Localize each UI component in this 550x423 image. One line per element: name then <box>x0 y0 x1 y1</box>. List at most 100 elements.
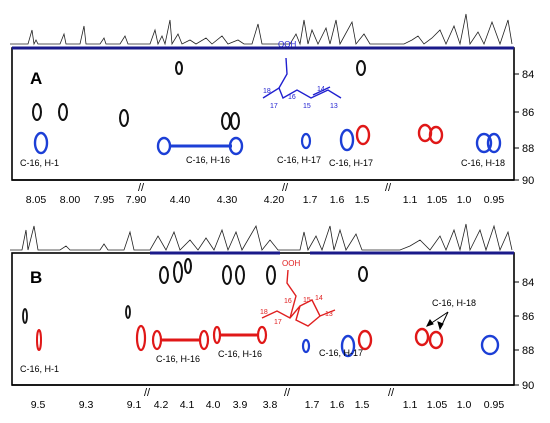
annotation: C-16, H-16 <box>218 349 262 359</box>
x-tick-label: 1.05 <box>427 399 448 411</box>
axis-break-icon: // <box>388 387 395 399</box>
x-tick-label: 7.90 <box>126 194 147 206</box>
structure-label: 18 <box>263 88 271 95</box>
y-tick-label: 84 <box>522 69 534 81</box>
peak-blue <box>156 136 172 156</box>
annotation: C-16, H-16 <box>156 354 200 364</box>
peak-red <box>151 329 163 351</box>
structure-label: OOH <box>282 259 300 268</box>
peak-blue <box>301 338 311 354</box>
structure-label: 13 <box>330 103 338 110</box>
axis-break-icon: // <box>385 182 392 194</box>
x-tick-label: 8.00 <box>60 194 81 206</box>
x-tick-label: 4.1 <box>180 399 195 411</box>
panel-a-x-axis: // // // 8.05 8.00 7.95 7.90 4.40 4.30 4… <box>12 179 514 206</box>
panel-b-x-axis: // // // 9.5 9.3 9.1 4.2 4.1 4.0 3.9 3.8… <box>12 384 514 411</box>
peak-black <box>32 103 42 121</box>
peak-black <box>173 261 183 283</box>
x-tick-label: 0.95 <box>484 194 505 206</box>
axis-break-icon: // <box>284 387 291 399</box>
x-tick-label: 1.6 <box>330 399 345 411</box>
panel-a: A 84 86 88 90 <box>10 13 534 206</box>
panel-b-peaks <box>22 258 500 358</box>
peak-black <box>222 265 232 285</box>
y-tick-label: 84 <box>522 277 534 289</box>
peak-blue <box>228 136 244 156</box>
x-tick-label: 1.6 <box>330 194 345 206</box>
peak-blue <box>300 132 312 150</box>
x-tick-label: 1.05 <box>427 194 448 206</box>
y-tick-label: 88 <box>522 345 534 357</box>
x-tick-label: 4.20 <box>264 194 285 206</box>
panel-a-peaks <box>32 60 502 156</box>
panel-a-top-spectrum <box>10 13 513 46</box>
x-tick-label: 9.1 <box>127 399 142 411</box>
peak-red <box>355 124 371 146</box>
panel-a-frame <box>11 47 515 181</box>
panel-b-y-axis: 84 86 88 90 <box>514 277 534 392</box>
x-tick-label: 9.5 <box>31 399 46 411</box>
x-tick-label: 0.95 <box>484 399 505 411</box>
peak-red <box>428 330 444 350</box>
peak-red <box>428 125 444 145</box>
peak-black <box>22 308 28 324</box>
x-tick-label: 4.0 <box>206 399 221 411</box>
annotation: C-16, H-16 <box>186 155 230 165</box>
panel-letter-a: A <box>30 69 42 88</box>
annotation: C-16, H-1 <box>20 158 59 168</box>
peak-red <box>36 329 42 351</box>
panel-a-structure: OOH 18 17 16 15 14 13 <box>262 40 342 110</box>
structure-label: 17 <box>270 103 278 110</box>
x-tick-label: 4.40 <box>170 194 191 206</box>
structure-label: 14 <box>317 86 325 93</box>
structure-label: 15 <box>303 103 311 110</box>
x-tick-label: 8.05 <box>26 194 47 206</box>
annotation: C-16, H-17 <box>277 155 321 165</box>
peak-blue <box>480 334 500 356</box>
panel-b: B 84 86 88 90 <box>10 223 534 411</box>
peak-blue <box>339 128 355 152</box>
y-tick-label: 86 <box>522 311 534 323</box>
structure-label: 14 <box>315 295 323 302</box>
panel-b-arrows <box>426 311 449 331</box>
y-tick-label: 88 <box>522 143 534 155</box>
x-tick-label: 4.30 <box>217 194 238 206</box>
x-tick-label: 1.7 <box>303 194 318 206</box>
axis-break-icon: // <box>138 182 145 194</box>
peak-black <box>235 265 245 285</box>
peak-black <box>119 109 129 127</box>
x-tick-label: 1.5 <box>355 399 370 411</box>
x-tick-label: 1.5 <box>355 194 370 206</box>
x-tick-label: 7.95 <box>94 194 115 206</box>
annotation: C-16, H-1 <box>20 364 59 374</box>
peak-red <box>414 327 430 347</box>
x-tick-label: 4.2 <box>154 399 169 411</box>
peak-red <box>212 325 222 345</box>
peak-black <box>358 266 368 282</box>
y-tick-label: 90 <box>522 175 534 187</box>
peak-black <box>221 112 231 130</box>
panel-letter-b: B <box>30 268 42 287</box>
peak-blue <box>486 132 502 154</box>
annotation: C-16, H-17 <box>319 348 363 358</box>
peak-black <box>58 103 68 121</box>
peak-black <box>159 266 169 284</box>
peak-black <box>356 60 366 76</box>
panel-b-top-spectrum <box>10 223 513 252</box>
y-tick-label: 86 <box>522 107 534 119</box>
peak-black <box>266 265 276 285</box>
x-tick-label: 1.7 <box>305 399 320 411</box>
annotation: C-16, H-18 <box>461 158 505 168</box>
peak-black <box>184 258 192 274</box>
peak-blue <box>33 131 49 155</box>
structure-label: 18 <box>260 309 268 316</box>
peak-black <box>230 112 240 130</box>
structure-label: 13 <box>325 311 333 318</box>
axis-break-icon: // <box>282 182 289 194</box>
x-tick-label: 1.1 <box>403 399 418 411</box>
structure-label: 16 <box>284 298 292 305</box>
peak-red <box>198 329 210 351</box>
peak-blue <box>475 132 493 154</box>
x-tick-label: 3.9 <box>233 399 248 411</box>
structure-label: 16 <box>288 94 296 101</box>
